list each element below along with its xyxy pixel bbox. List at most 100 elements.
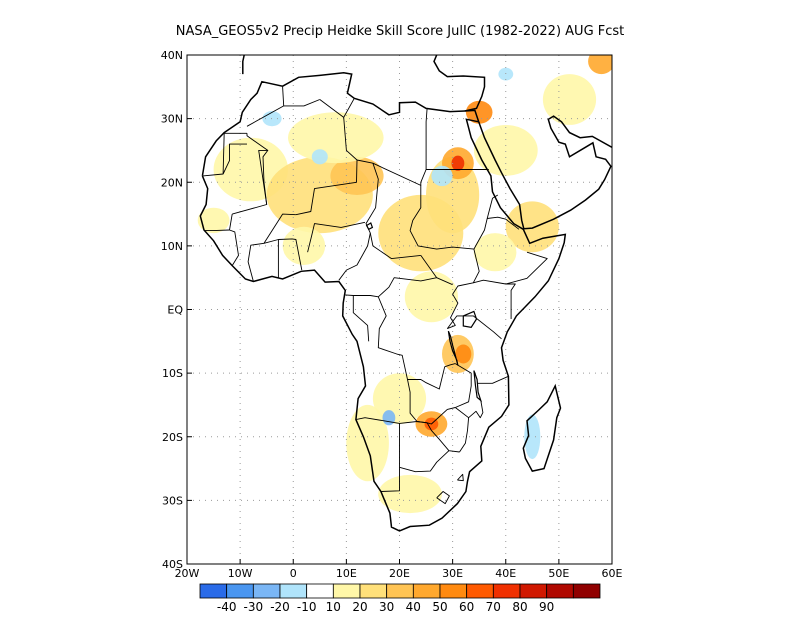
country-border xyxy=(426,422,460,453)
colorbar-swatch xyxy=(412,583,441,599)
lat-tick-label: 30N xyxy=(161,113,183,126)
madagascar-coastline xyxy=(522,383,562,472)
colorbar-label: -10 xyxy=(297,600,317,614)
iberia-coastline xyxy=(242,55,245,75)
country-border xyxy=(447,282,474,330)
colorbar-label: -40 xyxy=(217,600,237,614)
lon-tick-label: 40E xyxy=(495,567,516,580)
skill-cell xyxy=(465,100,493,124)
skill-cell xyxy=(473,124,538,176)
skill-cell xyxy=(505,201,559,253)
country-border xyxy=(505,251,548,285)
country-border xyxy=(436,491,450,505)
colorbar-label: 80 xyxy=(512,600,527,614)
skill-cell xyxy=(382,410,396,426)
arabia-coastline xyxy=(477,115,612,230)
lon-tick-label: 10E xyxy=(336,567,357,580)
latitude-axis: 40N 30N 20N 10N EQ 10S 20S 30S 40S xyxy=(161,49,192,571)
lat-tick-label: 30S xyxy=(162,494,183,507)
country-border xyxy=(222,143,247,175)
skill-cell xyxy=(473,233,517,272)
colorbar-label: 60 xyxy=(459,600,474,614)
country-border xyxy=(345,277,437,298)
colorbar-swatch xyxy=(439,583,468,599)
country-border xyxy=(472,248,516,319)
colorbar-label: -20 xyxy=(270,600,290,614)
lake-victoria xyxy=(462,310,478,328)
skill-cell xyxy=(588,55,612,75)
colorbar-swatch xyxy=(226,583,254,599)
country-border xyxy=(295,117,358,216)
skill-cell xyxy=(542,74,597,125)
country-border xyxy=(477,375,509,384)
lon-tick-label: 30E xyxy=(442,567,463,580)
country-border xyxy=(283,99,320,107)
colorbar-label: 90 xyxy=(539,600,554,614)
skill-cell xyxy=(378,474,442,514)
country-border xyxy=(399,450,450,473)
country-border xyxy=(262,150,269,205)
country-border xyxy=(247,213,296,282)
country-border xyxy=(338,233,371,281)
country-border xyxy=(319,98,355,118)
skill-cell xyxy=(498,67,514,81)
country-border xyxy=(468,400,484,419)
colorbar-swatch xyxy=(279,583,308,599)
country-border xyxy=(204,229,230,232)
country-border xyxy=(409,185,474,250)
skill-cell xyxy=(311,149,328,165)
colorbar-swatch xyxy=(359,583,388,599)
colorbar-label: 50 xyxy=(432,600,447,614)
colorbar-swatch xyxy=(199,583,228,599)
country-border xyxy=(365,163,421,260)
skill-cell xyxy=(346,404,389,482)
lon-tick-label: 0 xyxy=(290,567,297,580)
lon-tick-label: 20E xyxy=(389,567,410,580)
skill-cell xyxy=(451,155,465,171)
lat-tick-label: 20N xyxy=(161,176,183,189)
country-border xyxy=(352,295,370,342)
colorbar-label: 70 xyxy=(486,600,501,614)
lon-tick-label: 60E xyxy=(602,567,623,580)
lat-tick-label: 10N xyxy=(161,240,183,253)
colorbar-swatch xyxy=(466,583,494,599)
country-border xyxy=(263,238,303,271)
colorbar-swatch xyxy=(519,583,548,599)
lat-tick-label: EQ xyxy=(167,304,183,317)
country-border xyxy=(307,221,366,253)
country-border xyxy=(229,214,239,266)
plot-area xyxy=(187,55,612,564)
lon-tick-label: 10W xyxy=(228,567,253,580)
colorbar-label: 10 xyxy=(326,600,341,614)
lat-tick-label: 10S xyxy=(162,367,183,380)
country-border xyxy=(446,315,502,340)
lat-tick-label: 40S xyxy=(162,558,183,571)
country-border xyxy=(487,216,520,230)
country-border xyxy=(457,473,464,482)
skill-cell xyxy=(288,112,384,164)
country-border xyxy=(455,407,470,453)
lat-tick-label: 40N xyxy=(161,49,183,62)
skill-cell xyxy=(431,165,453,187)
skill-cell xyxy=(455,344,472,364)
lon-tick-label: 20W xyxy=(175,567,200,580)
colorbar-label: 20 xyxy=(352,600,367,614)
country-border xyxy=(232,133,269,215)
coastlines-and-borders xyxy=(199,55,612,532)
skill-cell xyxy=(524,414,541,460)
map-title: NASA_GEOS5v2 Precip Heidke Skill Score J… xyxy=(176,24,625,39)
colorbar-label: 30 xyxy=(379,600,394,614)
colorbar-swatch xyxy=(386,583,414,599)
colorbar-swatch xyxy=(252,583,281,599)
lat-tick-label: 20S xyxy=(162,431,183,444)
longitude-axis: 20W 10W 0 10E 20E 30E 40E 50E 60E xyxy=(175,559,623,580)
gridlines xyxy=(187,55,612,564)
country-border xyxy=(455,363,472,408)
colorbar-label: -30 xyxy=(243,600,263,614)
skill-cell xyxy=(404,271,458,323)
lon-tick-label: 50E xyxy=(548,567,569,580)
colorbar-swatch xyxy=(572,583,601,599)
levant-coastline xyxy=(433,55,486,112)
skill-cell xyxy=(282,226,326,265)
